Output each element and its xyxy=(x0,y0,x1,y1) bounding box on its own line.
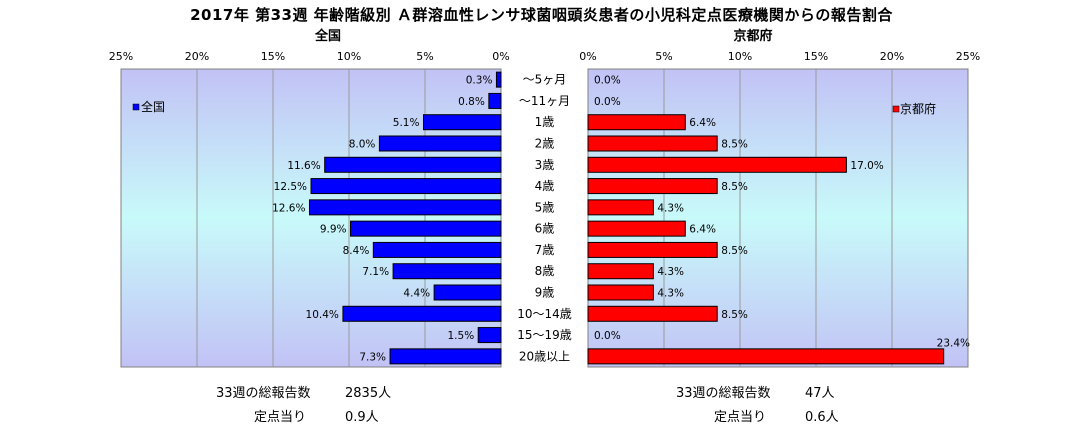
kyoto-total-value: 47人 xyxy=(805,386,835,401)
national-bar xyxy=(310,178,502,195)
national-value-label: 10.4% xyxy=(306,309,339,321)
kyoto-tick-label: 25% xyxy=(956,50,980,63)
chart-title: 2017年 第33週 年齢階級別 Ａ群溶血性レンサ球菌咽頭炎患者の小児科定点医療… xyxy=(190,6,893,24)
national-bar xyxy=(495,71,502,88)
kyoto-tick-label: 15% xyxy=(804,50,828,63)
national-total-value: 2835人 xyxy=(345,386,392,401)
category-label: ～5ヶ月 xyxy=(523,73,567,87)
kyoto-legend-swatch xyxy=(892,105,900,113)
kyoto-value-label: 8.5% xyxy=(721,139,748,151)
category-label: 3歳 xyxy=(535,158,555,172)
national-legend-label: 全国 xyxy=(141,99,165,114)
kyoto-value-label: 4.3% xyxy=(657,202,684,214)
national-value-label: 7.3% xyxy=(359,351,386,363)
national-value-label: 8.4% xyxy=(343,245,370,257)
kyoto-value-label: 8.5% xyxy=(721,309,748,321)
national-bar xyxy=(392,263,502,280)
kyoto-bar xyxy=(587,199,654,216)
kyoto-bar xyxy=(587,178,718,195)
category-label: 5歳 xyxy=(535,200,555,214)
kyoto-bar xyxy=(587,135,718,152)
kyoto-per-label: 定点当り xyxy=(714,410,767,425)
category-label: 7歳 xyxy=(535,243,555,257)
national-legend-swatch xyxy=(132,103,140,111)
national-value-label: 9.9% xyxy=(320,224,347,236)
national-tick-label: 0% xyxy=(492,50,509,63)
category-label: 6歳 xyxy=(535,222,555,236)
national-value-label: 0.8% xyxy=(458,96,485,108)
kyoto-value-label: 8.5% xyxy=(721,181,748,193)
kyoto-value-label: 4.3% xyxy=(657,266,684,278)
kyoto-value-label: 8.5% xyxy=(721,245,748,257)
national-bar xyxy=(477,327,502,344)
national-bar xyxy=(324,156,502,173)
national-value-label: 5.1% xyxy=(393,117,420,129)
category-label: ～11ヶ月 xyxy=(519,94,570,108)
national-bar xyxy=(342,305,502,322)
kyoto-tick-label: 10% xyxy=(728,50,752,63)
national-bar xyxy=(372,241,502,258)
national-value-label: 12.6% xyxy=(272,202,305,214)
kyoto-total-label: 33週の総報告数 xyxy=(676,386,771,401)
kyoto-value-label: 4.3% xyxy=(657,288,684,300)
national-per-value: 0.9人 xyxy=(345,410,379,425)
kyoto-value-label: 23.4% xyxy=(937,337,970,349)
national-legend: 全国 xyxy=(132,99,165,114)
kyoto-bar xyxy=(587,305,718,322)
kyoto-bar xyxy=(587,220,686,237)
kyoto-value-label: 0.0% xyxy=(594,75,621,87)
national-bar xyxy=(350,220,502,237)
kyoto-tick-label: 0% xyxy=(579,50,596,63)
national-plot-background xyxy=(120,68,502,368)
category-label: 4歳 xyxy=(535,179,555,193)
kyoto-bar xyxy=(587,284,654,301)
national-bar xyxy=(378,135,502,152)
category-label: 9歳 xyxy=(535,286,555,300)
kyoto-value-label: 0.0% xyxy=(594,96,621,108)
national-panel-title: 全国 xyxy=(314,28,341,44)
kyoto-bar xyxy=(587,263,654,280)
kyoto-value-label: 0.0% xyxy=(594,330,621,342)
category-label: 20歳以上 xyxy=(519,349,570,363)
kyoto-value-label: 6.4% xyxy=(689,224,716,236)
national-bar xyxy=(488,92,502,109)
kyoto-tick-label: 20% xyxy=(880,50,904,63)
kyoto-legend-label: 京都府 xyxy=(900,101,936,116)
national-value-label: 12.5% xyxy=(274,181,307,193)
national-value-label: 0.3% xyxy=(466,75,493,87)
category-label: 2歳 xyxy=(535,137,555,151)
national-value-label: 8.0% xyxy=(349,139,376,151)
national-tick-label: 20% xyxy=(185,50,209,63)
category-label: 8歳 xyxy=(535,264,555,278)
kyoto-bar xyxy=(587,156,847,173)
kyoto-bar xyxy=(587,241,718,258)
national-bar xyxy=(433,284,502,301)
national-tick-label: 25% xyxy=(109,50,133,63)
national-bar xyxy=(389,348,502,365)
kyoto-legend: 京都府 xyxy=(892,101,936,116)
kyoto-panel-title: 京都府 xyxy=(733,28,772,44)
kyoto-value-label: 6.4% xyxy=(689,117,716,129)
kyoto-bar xyxy=(587,348,945,365)
kyoto-per-value: 0.6人 xyxy=(805,410,839,425)
kyoto-tick-label: 5% xyxy=(655,50,672,63)
national-value-label: 4.4% xyxy=(403,288,430,300)
national-total-label: 33週の総報告数 xyxy=(216,386,311,401)
category-label: 15～19歳 xyxy=(517,328,572,342)
national-bar xyxy=(422,114,502,131)
kyoto-bar xyxy=(587,114,686,131)
category-label: 10～14歳 xyxy=(517,307,572,321)
category-label: 1歳 xyxy=(535,115,555,129)
national-value-label: 11.6% xyxy=(287,160,320,172)
national-tick-label: 5% xyxy=(416,50,433,63)
national-tick-label: 15% xyxy=(261,50,285,63)
national-value-label: 7.1% xyxy=(362,266,389,278)
kyoto-value-label: 17.0% xyxy=(850,160,883,172)
national-per-label: 定点当り xyxy=(254,410,307,425)
national-tick-label: 10% xyxy=(337,50,361,63)
national-bar xyxy=(308,199,502,216)
national-value-label: 1.5% xyxy=(448,330,475,342)
